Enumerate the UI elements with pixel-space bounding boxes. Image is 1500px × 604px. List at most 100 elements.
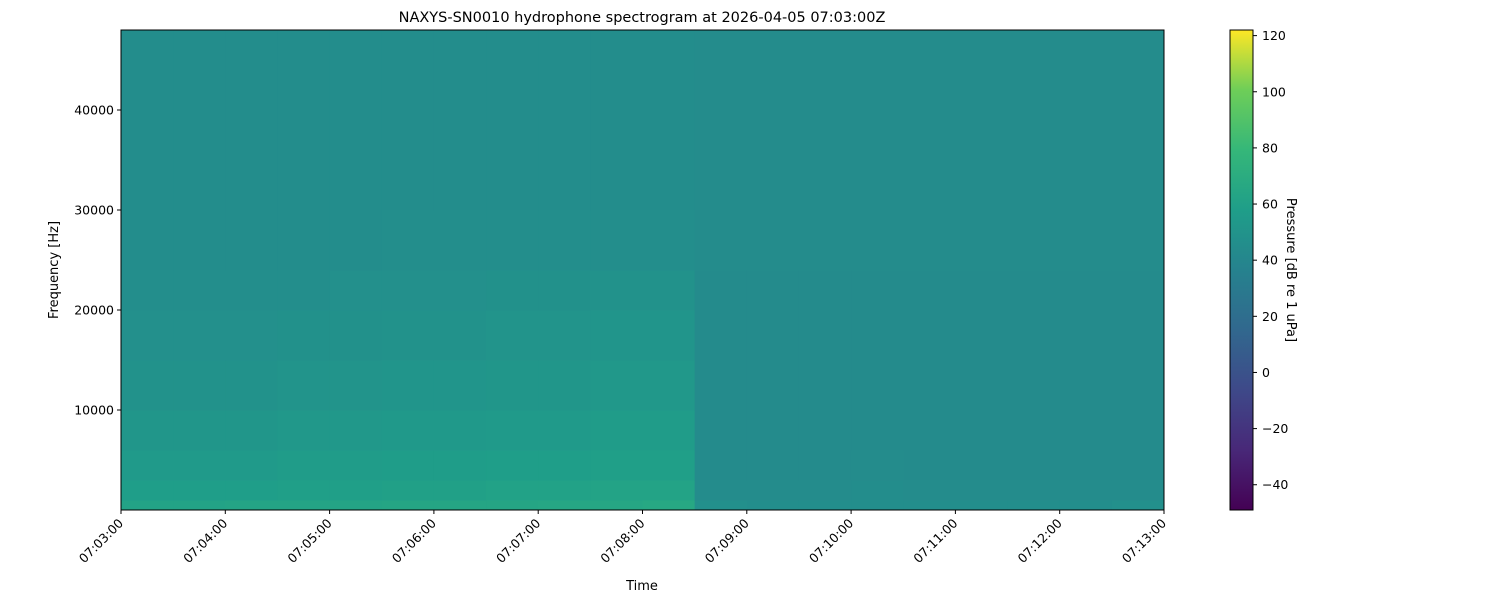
heatmap-cell xyxy=(746,450,800,481)
heatmap-cell xyxy=(173,30,226,111)
heatmap-cell xyxy=(1059,30,1113,111)
heatmap-cell xyxy=(642,310,696,361)
colorbar-tick-label: 80 xyxy=(1262,140,1278,155)
heatmap-cell xyxy=(694,270,748,311)
x-tick-label: 07:04:00 xyxy=(180,515,230,565)
heatmap-cell xyxy=(642,210,696,271)
heatmap-cell xyxy=(1007,310,1061,361)
heatmap-cell xyxy=(173,410,226,451)
heatmap-cell xyxy=(903,310,956,361)
heatmap-cell xyxy=(1059,270,1113,311)
heatmap-cell xyxy=(225,500,278,511)
heatmap-cell xyxy=(851,270,904,311)
heatmap-cell xyxy=(433,310,487,361)
heatmap-cell xyxy=(277,210,331,271)
heatmap-cell xyxy=(1111,270,1165,311)
heatmap-cell xyxy=(746,110,800,211)
heatmap-cell xyxy=(381,30,435,111)
heatmap-cell xyxy=(642,410,696,451)
x-tick-label: 07:08:00 xyxy=(597,515,647,565)
heatmap-cell xyxy=(1111,410,1165,451)
heatmap-cell xyxy=(798,310,852,361)
heatmap-cell xyxy=(173,210,226,271)
heatmap-cell xyxy=(1111,110,1165,211)
heatmap-cell xyxy=(590,360,643,411)
heatmap-cell xyxy=(798,450,852,481)
x-axis-label: Time xyxy=(625,579,658,594)
x-tick-label: 07:05:00 xyxy=(284,515,334,565)
heatmap-cell xyxy=(694,360,748,411)
heatmap-cell xyxy=(381,410,435,451)
heatmap-cell xyxy=(798,210,852,271)
heatmap-cell xyxy=(1059,450,1113,481)
heatmap-cell xyxy=(694,480,748,501)
heatmap-cell xyxy=(381,110,435,211)
heatmap-cell xyxy=(851,410,904,451)
heatmap-cell xyxy=(173,500,226,511)
heatmap-cell xyxy=(746,30,800,111)
heatmap-cell xyxy=(433,270,487,311)
heatmap-cell xyxy=(590,210,643,271)
heatmap-cell xyxy=(433,110,487,211)
colorbar-tick-label: −40 xyxy=(1262,477,1288,492)
heatmap-cell xyxy=(1111,210,1165,271)
heatmap-cell xyxy=(173,450,226,481)
heatmap-cell xyxy=(225,30,278,111)
heatmap-cell xyxy=(746,210,800,271)
colorbar-label: Pressure [dB re 1 uPa] xyxy=(1283,198,1298,342)
heatmap-cell xyxy=(225,110,278,211)
heatmap-cell xyxy=(955,270,1009,311)
heatmap-cell xyxy=(1007,110,1061,211)
heatmap-cell xyxy=(381,500,435,511)
heatmap-cell xyxy=(1059,480,1113,501)
heatmap-cell xyxy=(955,480,1009,501)
heatmap-cell xyxy=(277,270,331,311)
heatmap-cell xyxy=(277,500,331,511)
heatmap-cell xyxy=(277,480,331,501)
heatmap-cell xyxy=(486,310,539,361)
heatmap-cell xyxy=(798,270,852,311)
heatmap-cell xyxy=(955,410,1009,451)
heatmap-cell xyxy=(1059,210,1113,271)
heatmap-cell xyxy=(590,310,643,361)
heatmap-cell xyxy=(329,360,383,411)
heatmap-cell xyxy=(121,500,174,511)
heatmap-cell xyxy=(903,360,956,411)
x-tick-label: 07:09:00 xyxy=(702,515,752,565)
heatmap-cell xyxy=(173,110,226,211)
heatmap-cell xyxy=(381,210,435,271)
heatmap-cell xyxy=(955,30,1009,111)
heatmap-cell xyxy=(1111,30,1165,111)
heatmap-cell xyxy=(277,310,331,361)
heatmap-cell xyxy=(486,110,539,211)
x-axis: 07:03:00 07:04:00 07:05:00 07:06:00 07:07:00… xyxy=(76,510,1169,566)
heatmap-cell xyxy=(746,360,800,411)
x-tick-label: 07:11:00 xyxy=(910,515,960,565)
heatmap-cell xyxy=(121,410,174,451)
heatmap-cell xyxy=(694,410,748,451)
heatmap-cell xyxy=(329,270,383,311)
heatmap-cell xyxy=(121,360,174,411)
heatmap-cell xyxy=(486,270,539,311)
heatmap-cell xyxy=(433,30,487,111)
x-tick-label: 07:07:00 xyxy=(493,515,543,565)
heatmap-cell xyxy=(590,270,643,311)
heatmap-cell xyxy=(694,450,748,481)
heatmap-cell xyxy=(277,110,331,211)
heatmap-cell xyxy=(433,450,487,481)
heatmap-cell xyxy=(903,500,956,511)
heatmap-cell xyxy=(381,270,435,311)
heatmap-cell xyxy=(381,450,435,481)
heatmap-cell xyxy=(903,480,956,501)
heatmap-cell xyxy=(225,270,278,311)
heatmap-cell xyxy=(1111,500,1165,511)
heatmap-cell xyxy=(1111,360,1165,411)
heatmap-cell xyxy=(381,360,435,411)
heatmap-cell xyxy=(329,30,383,111)
heatmap-cell xyxy=(433,410,487,451)
heatmap-cell xyxy=(225,450,278,481)
x-tick-label: 07:10:00 xyxy=(806,515,856,565)
colorbar-axis: −40 −20 0 20 40 60 80 100 120 xyxy=(1253,28,1288,492)
x-tick-label: 07:03:00 xyxy=(76,515,126,565)
